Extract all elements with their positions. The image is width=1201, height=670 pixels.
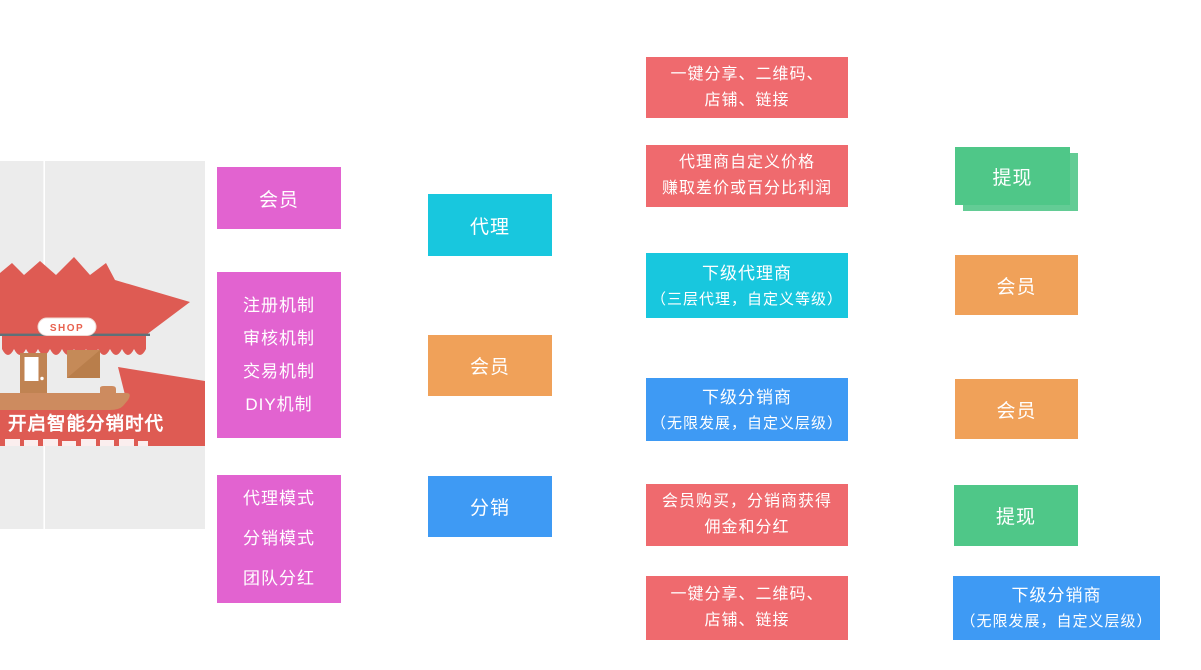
box-share-bottom: 一键分享、二维码、 店铺、链接 [646,576,848,640]
shop-door-panel [24,357,39,381]
shop-door-knob [40,376,44,381]
box-line: 店铺、链接 [704,91,790,109]
mode-line: 团队分红 [243,569,315,588]
box-agent: 代理 [428,194,552,256]
box-member-magenta: 会员 [217,167,341,229]
caption-line2-clipped [5,439,148,446]
box-label: 代理 [469,216,510,238]
shop-sign-text: SHOP [50,323,84,334]
box-line: 一键分享、二维码、 [670,65,824,83]
box-member-right-2: 会员 [955,379,1078,439]
box-label: 会员 [258,189,299,211]
box-withdraw-bottom: 提现 [954,485,1078,546]
mode-line: 分销模式 [243,529,315,548]
box-member-mid: 会员 [428,335,552,396]
box-sub-distributor: 下级分销商 （无限发展，自定义层级） [646,378,848,441]
shop-illustration: SHOP 开启智能分销时代 [0,161,205,529]
box-member-buy: 会员购买，分销商获得 佣金和分红 [646,484,848,546]
box-label: 分销 [469,498,510,519]
box-line: 下级分销商 [702,387,792,407]
box-line: 代理商自定义价格 [678,154,815,171]
box-line: 一键分享、二维码、 [670,586,824,603]
box-mechanisms: 注册机制 审核机制 交易机制 DIY机制 [217,272,341,438]
box-agent-price: 代理商自定义价格 赚取差价或百分比利润 [646,145,848,207]
box-line: 下级代理商 [702,263,792,283]
illustration-caption: 开启智能分销时代 [8,413,164,434]
shop-window-shade [67,350,100,378]
box-line: 店铺、链接 [704,612,790,629]
mechanism-line: 交易机制 [243,362,315,381]
box-label: 提现 [995,507,1036,528]
box-line: 会员购买，分销商获得 [661,493,832,510]
mechanism-line: DIY机制 [245,395,313,414]
box-member-right-1: 会员 [955,255,1078,315]
box-line: （无限发展，自定义层级） [650,414,843,432]
awning-fringe [2,336,146,355]
mechanism-line: 审核机制 [243,329,315,348]
mode-line: 代理模式 [243,489,315,508]
box-line: 佣金和分红 [704,519,790,536]
shop-sign-pill [37,317,97,336]
box-line: （三层代理，自定义等级） [650,290,843,308]
box-sub-agent: 下级代理商 （三层代理，自定义等级） [646,253,848,318]
box-label: 会员 [996,276,1037,298]
box-modes: 代理模式 分销模式 团队分红 [217,475,341,603]
mechanism-line: 注册机制 [243,296,315,315]
box-line: 下级分销商 [1011,586,1102,605]
withdraw-top-front: 提现 [955,147,1070,205]
shop-platform [0,386,130,410]
box-line: 赚取差价或百分比利润 [661,180,832,197]
box-line: （无限发展，自定义层级） [960,613,1153,630]
box-sub-distributor-right: 下级分销商 （无限发展，自定义层级） [953,576,1160,640]
box-label: 会员 [996,400,1037,422]
box-label: 提现 [992,167,1033,189]
box-share-top: 一键分享、二维码、 店铺、链接 [646,57,848,118]
box-distribution: 分销 [428,476,552,537]
box-label: 会员 [469,357,510,378]
box-withdraw-top: 提现 [955,147,1081,212]
